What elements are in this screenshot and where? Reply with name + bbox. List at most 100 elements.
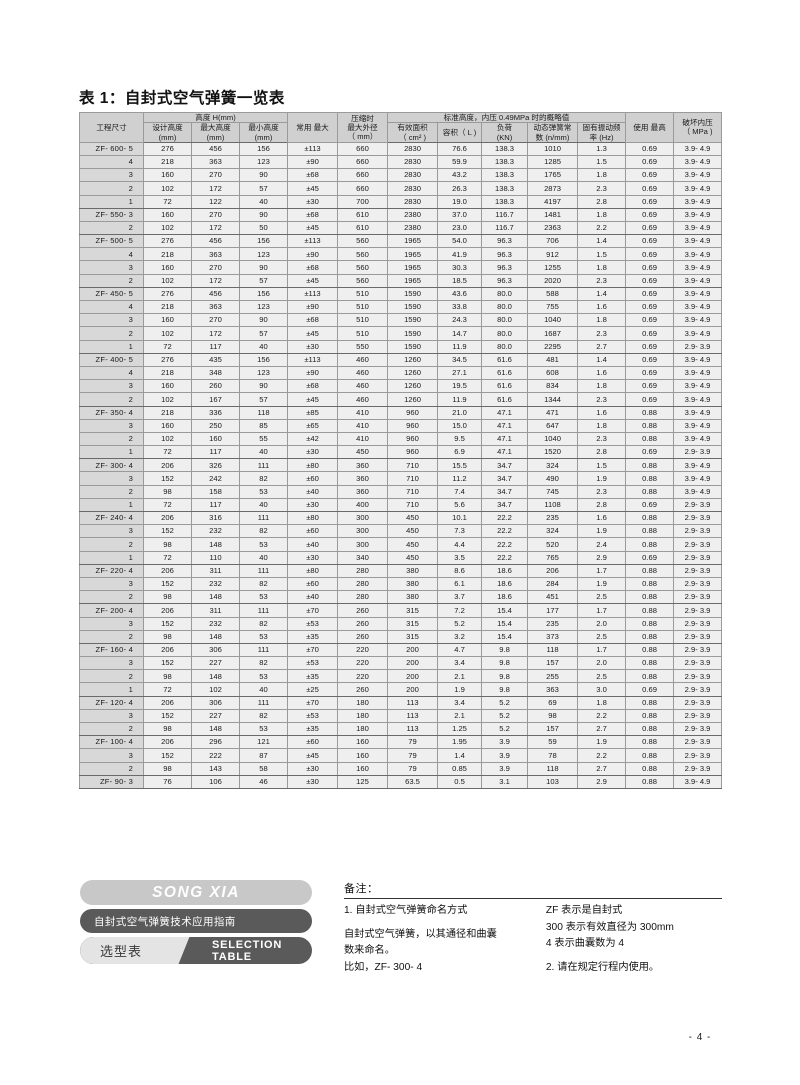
cell-value: 7.4 [437, 484, 483, 499]
table-row: 3 160 270 90 ±68 510 1590 24.3 80.0 1040 1.8 0.69 3.… [79, 313, 723, 328]
cell-value: 33.8 [437, 299, 483, 315]
cell-value: 218 [143, 247, 192, 262]
cell-value: 360 [337, 458, 389, 473]
cell-value: 227 [191, 656, 240, 671]
table-row: 3 152 227 82 ±53 220 200 3.4 9.8 157 2.0 0.88 2.9- 3… [79, 656, 723, 671]
cell-value: 160 [143, 313, 192, 328]
table-row: 3 152 222 87 ±45 160 79 1.4 3.9 78 2.2 0.88 2.9- 3.9 [79, 748, 723, 763]
cell-value: ±68 [287, 313, 339, 328]
cell-value: 1765 [527, 168, 579, 183]
cell-value: 148 [191, 669, 240, 684]
cell-model: 3 [79, 471, 144, 486]
cell-model: 3 [79, 656, 144, 671]
cell-value: 138.3 [481, 181, 529, 196]
cell-value: 113 [387, 721, 439, 737]
spec-table-container: 工程尺寸 高度 H(mm) 常用 最大 压缩时 最大外径 （ mm） 标准高度，… [79, 111, 723, 789]
cell-value: 40 [238, 682, 289, 697]
cell-value: 0.69 [625, 273, 675, 288]
cell-value: 1010 [527, 141, 579, 156]
table-row: 3 152 232 82 ±53 260 315 5.2 15.4 235 2.0 0.88 2.9- … [79, 616, 723, 631]
cell-value: 1.8 [577, 313, 627, 328]
cell-value: 152 [143, 576, 192, 592]
cell-value: 0.88 [625, 603, 675, 618]
cell-value: 156 [238, 141, 289, 156]
cell-value: 200 [387, 642, 439, 658]
cell-value: 102 [143, 431, 192, 447]
cell-value: 0.69 [625, 194, 675, 209]
cell-value: 1040 [527, 313, 579, 328]
th-burst-line1: 破坏内压 [682, 118, 713, 128]
cell-value: ±42 [287, 431, 339, 447]
cell-value: 218 [143, 299, 192, 315]
cell-value: 15.5 [437, 458, 483, 473]
cell-model: 3 [79, 260, 144, 275]
cell-value: 118 [527, 761, 579, 776]
cell-value: 90 [238, 168, 289, 183]
cell-value: 57 [238, 181, 289, 196]
th-volume: 容积（ L ) [437, 122, 483, 143]
cell-value: 284 [527, 576, 579, 592]
cell-value: 0.69 [625, 247, 675, 262]
cell-value: 27.1 [437, 365, 483, 381]
cell-value: 96.3 [481, 234, 529, 249]
cell-value: 34.7 [481, 484, 529, 499]
cell-value: 220 [337, 669, 389, 684]
cell-value: 960 [387, 405, 439, 420]
cell-value: 9.8 [481, 682, 529, 697]
cell-value: 710 [387, 497, 439, 513]
cell-value: 324 [527, 458, 579, 473]
cell-value: 1965 [387, 273, 439, 288]
cell-value: 157 [527, 656, 579, 671]
note-para-line-1: 自封式空气弹簧，以其通径和曲囊 [344, 928, 497, 940]
cell-value: 1260 [387, 352, 439, 367]
cell-value: 2.9- 3.9 [673, 629, 723, 644]
note-item-2: 2. 请在规定行程内使用。 [545, 961, 660, 973]
cell-value: 90 [238, 313, 289, 328]
cell-value: 11.9 [437, 392, 483, 407]
cell-value: 72 [143, 682, 192, 697]
cell-value: 3.9- 4.9 [673, 471, 723, 486]
cell-value: 2.3 [577, 181, 627, 196]
cell-value: 1.4 [437, 748, 483, 763]
cell-value: 1.6 [577, 299, 627, 315]
cell-value: 560 [337, 234, 389, 249]
cell-value: 260 [337, 616, 389, 631]
cell-value: 7.3 [437, 524, 483, 539]
cell-value: 3.9- 4.9 [673, 247, 723, 262]
cell-value: 0.69 [625, 141, 675, 156]
cell-model: 2 [79, 721, 144, 737]
cell-value: 18.5 [437, 273, 483, 288]
th-group-standard: 标准高度，内压 0.49MPa 时的概略值 [387, 111, 627, 124]
cell-value: 54.0 [437, 234, 483, 249]
cell-model: 2 [79, 484, 144, 499]
cell-value: 47.1 [481, 445, 529, 460]
cell-value: 0.88 [625, 656, 675, 671]
note-para-line-3: 比如，ZF- 300- 4 [344, 961, 423, 973]
th-load: 负荷 (KN) [481, 122, 529, 143]
cell-value: 2.9- 3.9 [673, 524, 723, 539]
cell-value: 3.9 [481, 761, 529, 776]
cell-value: 3.0 [577, 682, 627, 697]
cell-value: 206 [527, 563, 579, 578]
cell-model: 3 [79, 313, 144, 328]
cell-value: 2.9- 3.9 [673, 735, 723, 750]
cell-value: 102 [143, 220, 192, 236]
cell-value: 26.3 [437, 181, 483, 196]
cell-value: 1965 [387, 234, 439, 249]
cell-value: 235 [527, 616, 579, 631]
th-outer-line1: 压缩时 [351, 113, 374, 123]
table-row: ZF- 500- 5 276 456 156 ±113 560 1965 54.0 96.3 70… [79, 234, 723, 249]
table-row: 3 160 270 90 ±68 560 1965 30.3 96.3 1255 1.8 0.69 3.… [79, 260, 723, 275]
cell-value: 98 [143, 761, 192, 776]
cell-value: 2.9- 3.9 [673, 576, 723, 592]
cell-value: 206 [143, 735, 192, 750]
cell-value: 1108 [527, 497, 579, 513]
cell-value: 3.9- 4.9 [673, 326, 723, 341]
cell-value: 610 [337, 207, 389, 222]
cell-value: 172 [191, 273, 240, 288]
cell-value: 22.2 [481, 550, 529, 565]
cell-value: 227 [191, 708, 240, 724]
cell-value: 0.69 [625, 234, 675, 249]
cell-value: 180 [337, 708, 389, 724]
